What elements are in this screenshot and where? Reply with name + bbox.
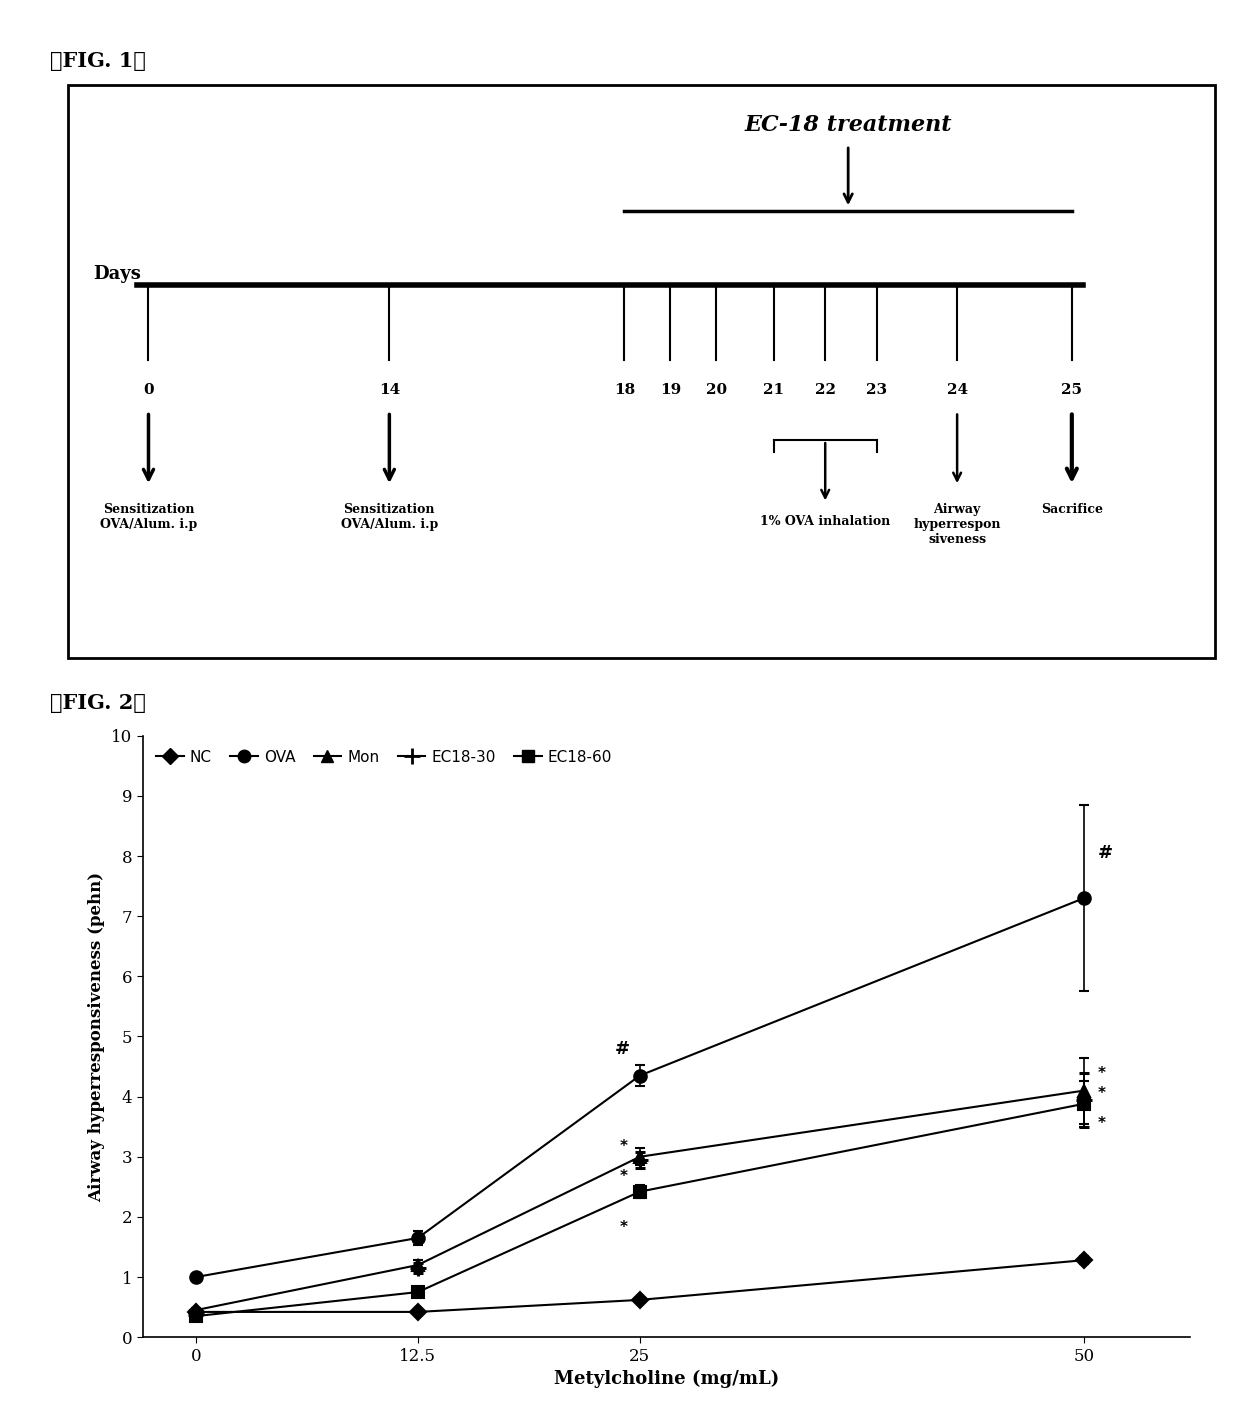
Text: 【FIG. 2】: 【FIG. 2】 <box>50 693 145 713</box>
FancyBboxPatch shape <box>68 85 1215 658</box>
Text: EC-18 treatment: EC-18 treatment <box>744 115 952 136</box>
Text: #: # <box>1099 845 1114 862</box>
Text: 18: 18 <box>614 383 635 396</box>
Y-axis label: Airway hyperresponsiveness (pehn): Airway hyperresponsiveness (pehn) <box>88 872 105 1201</box>
Text: 1% OVA inhalation: 1% OVA inhalation <box>760 515 890 528</box>
Text: #: # <box>615 1040 630 1057</box>
Text: Sacrifice: Sacrifice <box>1040 504 1102 516</box>
Text: *: * <box>620 1220 627 1235</box>
Text: *: * <box>620 1169 627 1183</box>
Text: *: * <box>1099 1087 1106 1101</box>
Text: *: * <box>620 1139 627 1155</box>
Text: 21: 21 <box>763 383 784 396</box>
Text: *: * <box>1099 1067 1106 1081</box>
Text: *: * <box>414 1305 422 1320</box>
Text: 22: 22 <box>815 383 836 396</box>
Text: Days: Days <box>93 265 141 283</box>
Text: 0: 0 <box>143 383 154 396</box>
Text: Sensitization
OVA/Alum. i.p: Sensitization OVA/Alum. i.p <box>100 504 197 531</box>
X-axis label: Metylcholine (mg/mL): Metylcholine (mg/mL) <box>554 1370 779 1388</box>
Text: 24: 24 <box>946 383 967 396</box>
Text: 23: 23 <box>867 383 888 396</box>
Text: 25: 25 <box>1061 383 1083 396</box>
Text: 14: 14 <box>378 383 401 396</box>
Text: Sensitization
OVA/Alum. i.p: Sensitization OVA/Alum. i.p <box>341 504 438 531</box>
Text: Airway
hyperrespon
siveness: Airway hyperrespon siveness <box>914 504 1001 546</box>
Text: *: * <box>1099 1116 1106 1131</box>
Text: 【FIG. 1】: 【FIG. 1】 <box>50 51 145 71</box>
Text: 19: 19 <box>660 383 681 396</box>
Text: 20: 20 <box>706 383 727 396</box>
Legend: NC, OVA, Mon, EC18-30, EC18-60: NC, OVA, Mon, EC18-30, EC18-60 <box>150 743 619 771</box>
